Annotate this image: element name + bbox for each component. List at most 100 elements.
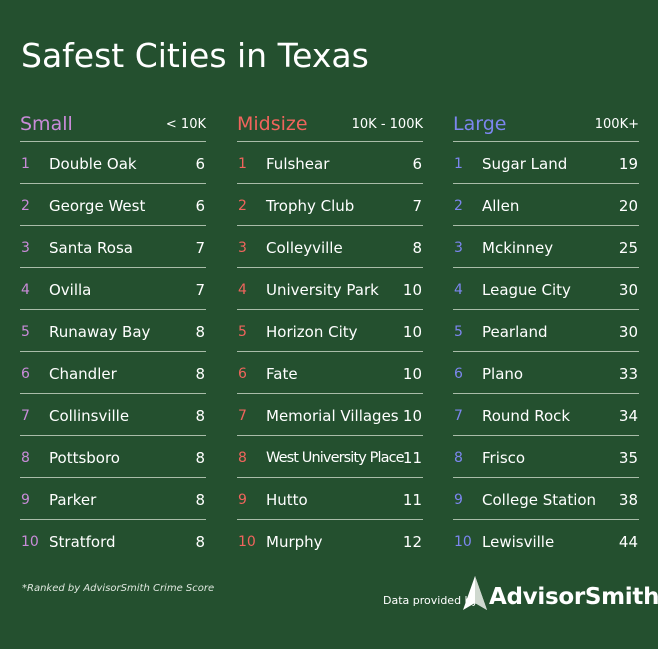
rank-number: 5	[454, 324, 463, 340]
table-row: 1 Double Oak 6	[20, 142, 206, 184]
crime-score: 34	[618, 407, 638, 425]
table-row: 2 Trophy Club 7	[237, 184, 423, 226]
column-header: Midsize 10K - 100K	[237, 108, 423, 142]
city-name: Trophy Club	[266, 197, 355, 215]
city-name: Fate	[266, 365, 298, 383]
category-name: Small	[20, 113, 73, 135]
rank-number: 1	[21, 156, 30, 172]
rank-number: 3	[454, 240, 463, 256]
table-row: 10 Lewisville 44	[453, 520, 639, 561]
rank-number: 4	[454, 282, 463, 298]
city-name: Horizon City	[266, 323, 358, 341]
rank-number: 8	[454, 450, 463, 466]
crime-score: 12	[402, 533, 422, 551]
crime-score: 11	[402, 491, 422, 509]
crime-score: 8	[195, 365, 205, 383]
crime-score: 11	[402, 449, 422, 467]
crime-score: 35	[618, 449, 638, 467]
rank-number: 9	[21, 492, 30, 508]
table-row: 4 University Park 10	[237, 268, 423, 310]
city-name: Memorial Villages	[266, 407, 399, 425]
rank-number: 7	[21, 408, 30, 424]
table-row: 5 Horizon City 10	[237, 310, 423, 352]
rank-number: 1	[238, 156, 247, 172]
table-row: 1 Sugar Land 19	[453, 142, 639, 184]
table-row: 10 Murphy 12	[237, 520, 423, 561]
column-header: Small < 10K	[20, 108, 206, 142]
rank-number: 8	[21, 450, 30, 466]
city-name: Hutto	[266, 491, 308, 509]
city-name: League City	[482, 281, 571, 299]
table-row: 9 Parker 8	[20, 478, 206, 520]
crime-score: 6	[195, 155, 205, 173]
table-row: 6 Chandler 8	[20, 352, 206, 394]
rank-number: 1	[454, 156, 463, 172]
table-row: 5 Runaway Bay 8	[20, 310, 206, 352]
table-row: 6 Plano 33	[453, 352, 639, 394]
table-row: 7 Collinsville 8	[20, 394, 206, 436]
crime-score: 38	[618, 491, 638, 509]
rank-number: 4	[21, 282, 30, 298]
city-name: Lewisville	[482, 533, 555, 551]
table-row: 5 Pearland 30	[453, 310, 639, 352]
city-name: Santa Rosa	[49, 239, 133, 257]
city-name: Pottsboro	[49, 449, 120, 467]
rank-number: 8	[238, 450, 247, 466]
rank-number: 6	[238, 366, 247, 382]
table-row: 8 Pottsboro 8	[20, 436, 206, 478]
crime-score: 30	[618, 281, 638, 299]
city-name: Runaway Bay	[49, 323, 151, 341]
city-name: Pearland	[482, 323, 548, 341]
crime-score: 44	[618, 533, 638, 551]
table-row: 7 Round Rock 34	[453, 394, 639, 436]
city-name: Colleyville	[266, 239, 343, 257]
crime-score: 7	[195, 281, 205, 299]
advisorsmith-logo-icon	[463, 576, 487, 610]
table-row: 8 Frisco 35	[453, 436, 639, 478]
table-row: 4 Ovilla 7	[20, 268, 206, 310]
category-name: Large	[453, 113, 507, 135]
crime-score: 20	[618, 197, 638, 215]
city-name: Sugar Land	[482, 155, 568, 173]
city-name: University Park	[266, 281, 379, 299]
city-name: Collinsville	[49, 407, 130, 425]
rank-number: 10	[21, 534, 39, 550]
credit-text: Data provided by	[383, 594, 479, 607]
table-row: 10 Stratford 8	[20, 520, 206, 561]
rank-number: 2	[21, 198, 30, 214]
city-name: West University Place	[266, 450, 405, 466]
city-name: Stratford	[49, 533, 116, 551]
column-header: Large 100K+	[453, 108, 639, 142]
category-name: Midsize	[237, 113, 308, 135]
city-name: Parker	[49, 491, 97, 509]
footnote: *Ranked by AdvisorSmith Crime Score	[22, 583, 215, 594]
city-name: Murphy	[266, 533, 323, 551]
crime-score: 19	[618, 155, 638, 173]
city-name: Double Oak	[49, 155, 137, 173]
table-row: 6 Fate 10	[237, 352, 423, 394]
table-row: 2 Allen 20	[453, 184, 639, 226]
category-range: 100K+	[594, 117, 639, 132]
crime-score: 6	[412, 155, 422, 173]
category-range: < 10K	[165, 117, 206, 132]
crime-score: 10	[402, 281, 422, 299]
brand-logo-text: AdvisorSmith	[489, 584, 658, 610]
rank-number: 9	[454, 492, 463, 508]
table-row: 3 Mckinney 25	[453, 226, 639, 268]
rank-number: 6	[21, 366, 30, 382]
crime-score: 10	[402, 323, 422, 341]
table-row: 1 Fulshear 6	[237, 142, 423, 184]
crime-score: 8	[195, 323, 205, 341]
rank-number: 4	[238, 282, 247, 298]
crime-score: 7	[195, 239, 205, 257]
rank-number: 10	[238, 534, 256, 550]
column-small: Small < 10K 1 Double Oak 6 2 George West 6 3 Sant…	[20, 108, 206, 561]
crime-score: 30	[618, 323, 638, 341]
city-name: Frisco	[482, 449, 526, 467]
crime-score: 8	[195, 533, 205, 551]
rank-number: 10	[454, 534, 472, 550]
table-row: 9 Hutto 11	[237, 478, 423, 520]
rank-number: 6	[454, 366, 463, 382]
rank-number: 3	[238, 240, 247, 256]
table-row: 4 League City 30	[453, 268, 639, 310]
